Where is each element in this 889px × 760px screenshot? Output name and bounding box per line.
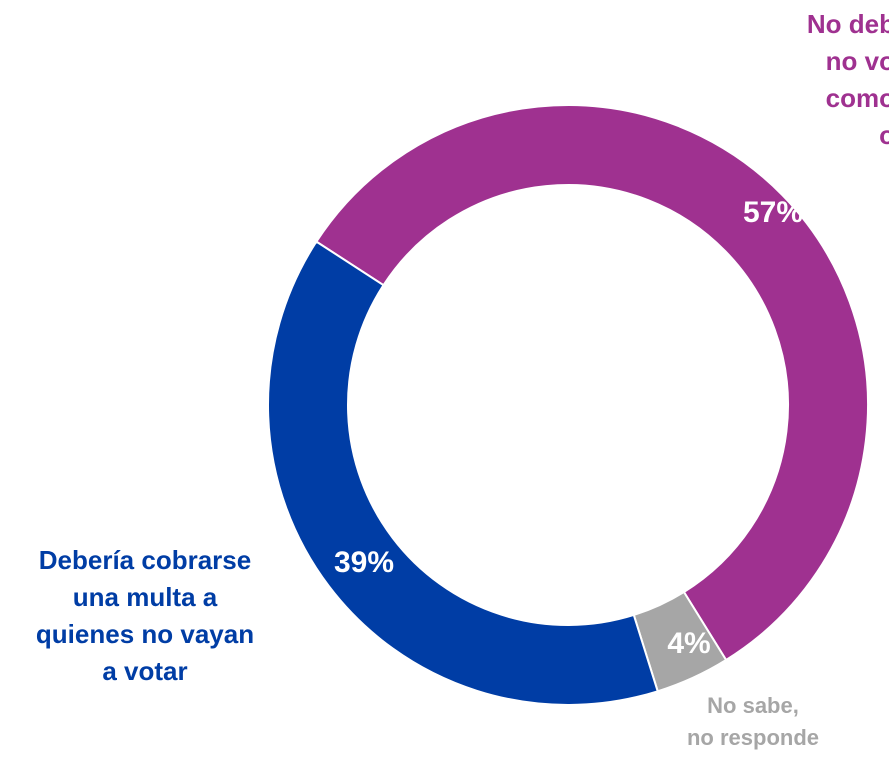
value-label-no-sabe: 4% — [667, 627, 710, 660]
value-label-multa: 39% — [334, 546, 394, 579]
slice-multa — [267, 240, 659, 706]
value-label-no-multa: 57% — [743, 196, 803, 229]
legend-label-no-sabe: No sabe, no responde — [686, 693, 819, 750]
legend-label-no-multa: No deb no vo como o — [806, 9, 889, 150]
slice-no-multa — [315, 104, 869, 662]
legend-label-multa: Debería cobrarse una multa a quienes no … — [35, 545, 255, 686]
